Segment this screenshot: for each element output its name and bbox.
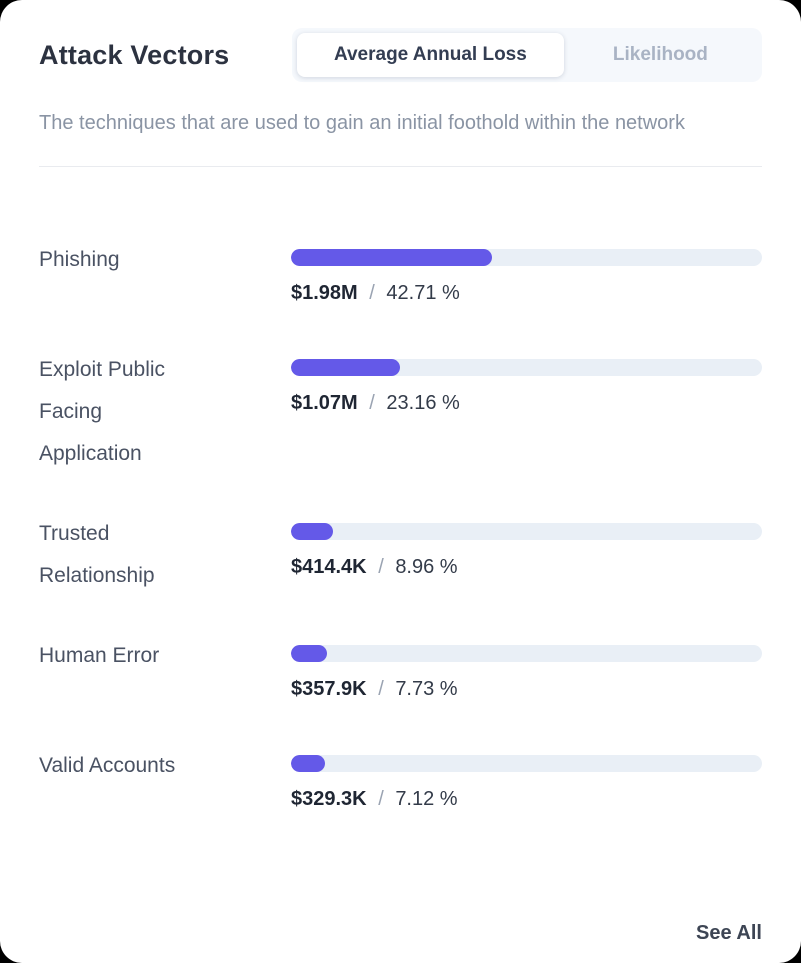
value-line: $1.07M / 23.16 %: [291, 392, 762, 415]
see-all-link[interactable]: See All: [696, 922, 762, 944]
value-separator: /: [378, 678, 384, 700]
value-line: $357.9K / 7.73 %: [291, 678, 762, 701]
loss-value: $329.3K: [291, 788, 367, 810]
attack-vector-row: Trusted Relationship $414.4K / 8.96 %: [39, 522, 762, 597]
row-label: Human Error: [39, 644, 160, 667]
percent-value: 8.96 %: [395, 556, 458, 578]
bar-fill: [291, 523, 334, 540]
bar-track: [291, 645, 762, 662]
tab-average-annual-loss[interactable]: Average Annual Loss: [297, 33, 564, 77]
bar-fill: [291, 249, 493, 266]
row-label: Trusted Relationship: [39, 522, 155, 587]
value-separator: /: [378, 556, 384, 578]
percent-value: 7.12 %: [395, 788, 458, 810]
row-label: Exploit Public Facing Application: [39, 358, 166, 465]
row-label: Phishing: [39, 248, 120, 271]
attack-vector-row: Exploit Public Facing Application $1.07M…: [39, 358, 762, 475]
bar-track: [291, 755, 762, 772]
loss-value: $1.07M: [291, 392, 358, 414]
row-chart: $329.3K / 7.12 %: [291, 755, 762, 811]
tab-likelihood[interactable]: Likelihood: [612, 44, 708, 65]
card-subtitle: The techniques that are used to gain an …: [39, 112, 685, 134]
bar-track: [291, 249, 762, 266]
loss-value: $357.9K: [291, 678, 367, 700]
bar-track: [291, 523, 762, 540]
value-separator: /: [369, 282, 375, 304]
percent-value: 23.16 %: [386, 392, 460, 414]
page-title: Attack Vectors: [39, 39, 230, 70]
loss-value: $1.98M: [291, 282, 358, 304]
row-chart: $357.9K / 7.73 %: [291, 645, 762, 701]
attack-vector-row: Human Error $357.9K / 7.73 %: [39, 644, 762, 707]
bar-fill: [291, 359, 401, 376]
bar-fill: [291, 755, 325, 772]
attack-vector-row: Phishing $1.98M / 42.71 %: [39, 248, 762, 311]
value-line: $329.3K / 7.12 %: [291, 788, 762, 811]
value-line: $414.4K / 8.96 %: [291, 556, 762, 579]
row-chart: $1.07M / 23.16 %: [291, 359, 762, 415]
card-header: Attack Vectors Average Annual Loss Likel…: [39, 28, 762, 82]
attack-vector-row: Valid Accounts $329.3K / 7.12 %: [39, 754, 762, 817]
metric-tabs-group: Average Annual Loss Likelihood: [292, 28, 762, 82]
value-line: $1.98M / 42.71 %: [291, 282, 762, 305]
percent-value: 42.71 %: [386, 282, 460, 304]
row-chart: $1.98M / 42.71 %: [291, 249, 762, 305]
value-separator: /: [369, 392, 375, 414]
row-label: Valid Accounts: [39, 754, 176, 777]
divider: [39, 166, 762, 167]
percent-value: 7.73 %: [395, 678, 458, 700]
value-separator: /: [378, 788, 384, 810]
attack-vectors-list: Phishing $1.98M / 42.71 % Exploit Public…: [39, 248, 762, 817]
bar-track: [291, 359, 762, 376]
row-chart: $414.4K / 8.96 %: [291, 523, 762, 579]
loss-value: $414.4K: [291, 556, 367, 578]
bar-fill: [291, 645, 328, 662]
